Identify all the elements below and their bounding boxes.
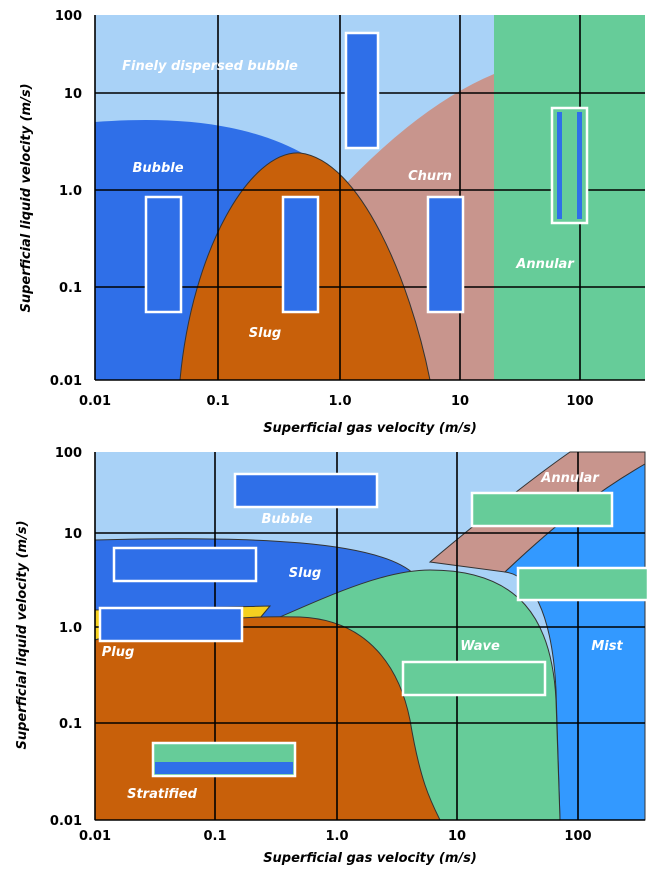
- x-tick-label: 100: [566, 394, 593, 409]
- x-tick-label: 100: [564, 829, 591, 844]
- region-label: Stratified: [127, 787, 197, 802]
- y-axis-title: Superficial liquid velocity (m/s): [19, 83, 34, 312]
- x-tick-label: 10: [448, 829, 466, 844]
- y-tick-label: 10: [64, 87, 82, 102]
- x-tick-label: 1.0: [325, 829, 348, 844]
- y-tick-label: 0.1: [59, 281, 82, 296]
- y-tick-label: 1.0: [59, 184, 82, 199]
- y-tick-label: 100: [55, 9, 82, 24]
- x-tick-label: 1.0: [328, 394, 351, 409]
- region-label: Bubble: [261, 512, 312, 527]
- x-tick-label: 0.1: [203, 829, 226, 844]
- top-map: [94, 15, 645, 381]
- region-label: Wave: [460, 639, 500, 654]
- x-tick-label: 0.1: [206, 394, 229, 409]
- region-label: Mist: [591, 639, 623, 654]
- regime-icons: [98, 472, 647, 778]
- region-label: Churn: [408, 169, 452, 184]
- x-tick-label: 0.01: [79, 829, 111, 844]
- bottom-map: [94, 451, 647, 821]
- y-tick-label: 0.1: [59, 717, 82, 732]
- y-tick-label: 0.01: [50, 814, 82, 829]
- y-tick-label: 10: [64, 527, 82, 542]
- x-tick-label: 10: [451, 394, 469, 409]
- x-axis-title: Superficial gas velocity (m/s): [263, 421, 477, 436]
- y-tick-label: 100: [55, 446, 82, 461]
- x-axis-title: Superficial gas velocity (m/s): [263, 851, 477, 866]
- region-label: Slug: [249, 326, 281, 341]
- region-label: Plug: [102, 645, 135, 660]
- y-tick-label: 1.0: [59, 621, 82, 636]
- regime-icons: [144, 31, 589, 314]
- region-label: Bubble: [132, 161, 183, 176]
- region-label: Finely dispersed bubble: [122, 59, 298, 74]
- x-tick-label: 0.01: [79, 394, 111, 409]
- y-axis-title: Superficial liquid velocity (m/s): [15, 520, 30, 749]
- region-label: Slug: [289, 566, 321, 581]
- region-label: Annular: [540, 471, 600, 486]
- region-label: Annular: [515, 257, 575, 272]
- y-tick-label: 0.01: [50, 374, 82, 389]
